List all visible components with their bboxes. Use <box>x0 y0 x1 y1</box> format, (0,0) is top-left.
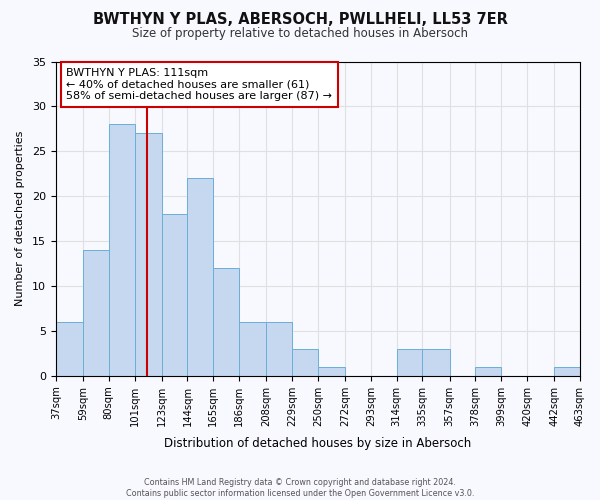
Bar <box>187 178 214 376</box>
Bar <box>83 250 109 376</box>
Bar <box>109 124 134 376</box>
Bar <box>318 367 345 376</box>
Bar <box>422 349 449 376</box>
Y-axis label: Number of detached properties: Number of detached properties <box>15 131 25 306</box>
Text: BWTHYN Y PLAS: 111sqm
← 40% of detached houses are smaller (61)
58% of semi-deta: BWTHYN Y PLAS: 111sqm ← 40% of detached … <box>66 68 332 101</box>
Bar <box>292 349 318 376</box>
Bar <box>266 322 292 376</box>
Bar <box>554 367 580 376</box>
Text: Contains HM Land Registry data © Crown copyright and database right 2024.
Contai: Contains HM Land Registry data © Crown c… <box>126 478 474 498</box>
Bar <box>56 322 83 376</box>
Text: Size of property relative to detached houses in Abersoch: Size of property relative to detached ho… <box>132 28 468 40</box>
Bar <box>239 322 266 376</box>
Bar <box>397 349 422 376</box>
Bar <box>161 214 187 376</box>
Bar <box>475 367 501 376</box>
Bar <box>134 134 161 376</box>
X-axis label: Distribution of detached houses by size in Abersoch: Distribution of detached houses by size … <box>164 437 472 450</box>
Bar <box>214 268 239 376</box>
Text: BWTHYN Y PLAS, ABERSOCH, PWLLHELI, LL53 7ER: BWTHYN Y PLAS, ABERSOCH, PWLLHELI, LL53 … <box>92 12 508 28</box>
